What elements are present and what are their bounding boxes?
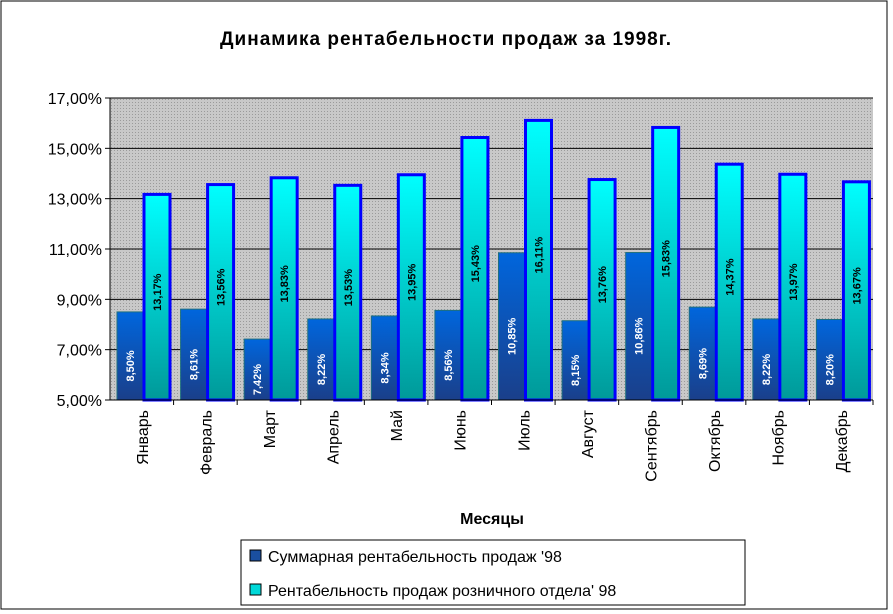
- data-label-series-2: 13,53%: [343, 269, 355, 307]
- y-tick-label: 11,00%: [49, 242, 102, 259]
- data-label-series-2: 13,67%: [851, 267, 863, 305]
- data-label-series-1: 10,86%: [634, 317, 646, 355]
- data-label-series-1: 8,22%: [316, 354, 328, 385]
- data-label-series-1: 8,69%: [697, 348, 709, 379]
- data-label-series-1: 8,22%: [761, 354, 773, 385]
- y-tick-label: 15,00%: [48, 141, 102, 158]
- y-tick-label: 9,00%: [57, 292, 102, 309]
- data-label-series-2: 13,83%: [279, 265, 291, 303]
- data-label-series-1: 8,20%: [824, 354, 836, 385]
- legend-swatch-series-2: [249, 583, 262, 596]
- bar-series-2: [333, 183, 363, 402]
- data-label-series-2: 13,17%: [152, 273, 164, 311]
- x-axis-title: Месяцы: [460, 511, 524, 528]
- x-tick-label: Декабрь: [834, 410, 851, 472]
- data-label-series-2: 14,37%: [724, 258, 736, 296]
- data-label-series-2: 13,76%: [597, 266, 609, 304]
- bar-series-2: [651, 125, 681, 402]
- bar-series-2: [714, 162, 744, 402]
- legend-label-series-1: Суммарная рентабельность продаж '98: [268, 549, 562, 566]
- bar-series-1: [625, 252, 653, 401]
- x-tick-label: Июнь: [453, 410, 470, 451]
- y-tick-label: 7,00%: [57, 343, 102, 360]
- x-tick-label: Май: [389, 410, 406, 441]
- bar-series-2: [396, 173, 426, 402]
- x-tick-label: Октябрь: [707, 410, 724, 472]
- bar-series-1: [815, 318, 843, 401]
- data-label-series-1: 8,56%: [443, 349, 455, 380]
- bar-series-2: [460, 136, 490, 402]
- legend-label-series-2: Рентабельность продаж розничного отдела'…: [268, 583, 616, 600]
- x-tick-label: Январь: [135, 410, 152, 465]
- legend: Суммарная рентабельность продаж '98 Рент…: [240, 539, 746, 606]
- x-tick-label: Март: [262, 409, 279, 448]
- bar-series-1: [561, 320, 589, 401]
- data-label-series-2: 16,11%: [534, 237, 546, 274]
- data-label-series-1: 8,15%: [570, 355, 582, 386]
- data-label-series-2: 13,95%: [406, 264, 418, 302]
- bar-series-1: [307, 318, 335, 401]
- x-tick-label: Июль: [516, 410, 533, 451]
- bar-series-2: [524, 118, 553, 402]
- data-label-series-2: 13,97%: [788, 263, 800, 301]
- data-label-series-1: 8,34%: [379, 352, 391, 383]
- y-tick-label: 17,00%: [48, 91, 102, 108]
- x-tick-label: Ноябрь: [771, 410, 788, 466]
- bar-series-2: [587, 178, 617, 402]
- x-tick-label: Сентябрь: [643, 410, 660, 482]
- y-tick-label: 13,00%: [48, 192, 102, 209]
- chart-title: Динамика рентабельности продаж за 1998г.: [220, 29, 672, 50]
- data-label-series-1: 7,42%: [252, 364, 264, 395]
- data-label-series-1: 8,61%: [189, 349, 201, 380]
- data-label-series-2: 15,43%: [470, 245, 482, 283]
- data-label-series-1: 10,85%: [507, 318, 519, 356]
- legend-swatch-series-1: [249, 549, 262, 562]
- y-tick-label: 5,00%: [57, 393, 102, 410]
- x-tick-label: Февраль: [198, 410, 215, 475]
- bar-series-1: [752, 318, 780, 401]
- x-tick-label: Апрель: [326, 410, 343, 464]
- data-label-series-2: 15,83%: [661, 240, 673, 278]
- data-label-series-2: 13,56%: [216, 268, 228, 306]
- data-label-series-1: 8,50%: [125, 350, 137, 381]
- x-tick-label: Август: [580, 409, 597, 458]
